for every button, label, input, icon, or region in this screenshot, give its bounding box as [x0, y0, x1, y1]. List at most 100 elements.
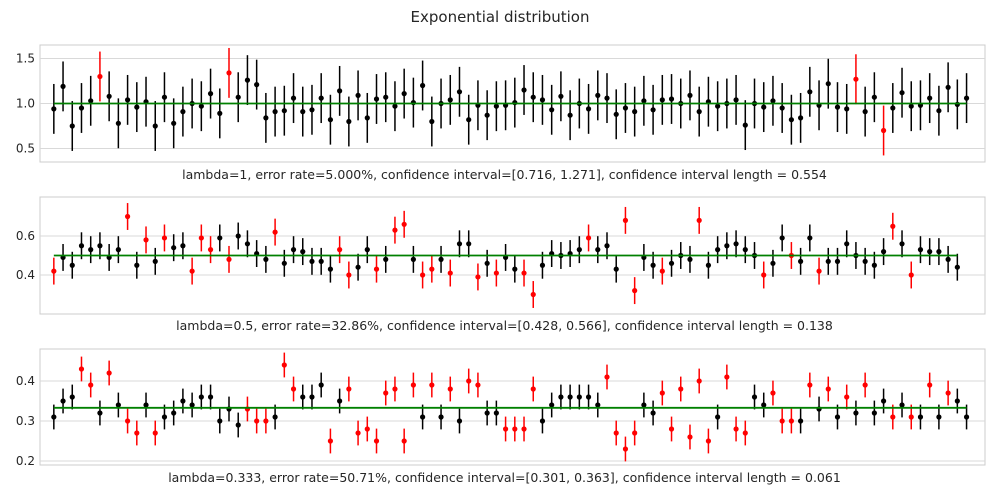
data-point: [742, 430, 748, 436]
data-point: [530, 386, 536, 392]
data-point: [539, 418, 546, 424]
data-point: [899, 402, 905, 408]
data-point: [834, 258, 841, 264]
data-point: [844, 241, 850, 247]
data-point: [595, 247, 601, 253]
data-point: [364, 426, 370, 432]
data-point: [798, 418, 804, 424]
data-point: [604, 243, 610, 249]
data-point: [807, 89, 813, 95]
data-point: [825, 386, 831, 392]
data-point: [825, 81, 831, 87]
data-point: [318, 258, 324, 264]
data-point: [549, 107, 555, 113]
data-point: [88, 247, 94, 253]
data-point: [880, 398, 887, 404]
data-point: [373, 96, 380, 102]
data-point: [622, 217, 629, 223]
y-tick-label: 0.5: [16, 142, 35, 156]
data-point: [456, 418, 463, 424]
data-point: [567, 394, 573, 400]
data-point: [659, 97, 665, 103]
data-point: [235, 422, 241, 428]
data-point: [198, 103, 204, 109]
data-point: [779, 105, 785, 111]
data-point: [429, 266, 435, 272]
data-point: [383, 256, 389, 262]
data-point: [936, 414, 942, 420]
data-point: [807, 235, 813, 241]
data-point: [908, 272, 914, 278]
data-point: [475, 274, 481, 280]
data-point: [115, 247, 121, 253]
data-point: [78, 105, 85, 111]
data-point: [300, 394, 306, 400]
data-point: [318, 95, 324, 101]
data-point: [180, 109, 186, 115]
data-point: [641, 98, 647, 104]
data-point: [770, 260, 776, 266]
y-tick-label: 1.0: [16, 97, 35, 111]
data-point: [180, 243, 186, 249]
data-point: [687, 434, 693, 440]
data-point: [290, 95, 297, 101]
data-point: [263, 256, 269, 262]
data-point: [761, 104, 767, 110]
data-point: [290, 247, 297, 253]
data-point: [217, 110, 223, 116]
data-point: [392, 227, 398, 233]
data-point: [549, 402, 555, 408]
data-point: [530, 94, 536, 100]
data-point: [152, 258, 158, 264]
data-point: [862, 109, 868, 115]
data-point: [945, 390, 951, 396]
data-point: [493, 103, 499, 109]
data-point: [779, 418, 785, 424]
data-point: [97, 410, 103, 416]
data-point: [226, 70, 232, 76]
data-point: [401, 221, 407, 227]
data-point: [834, 414, 841, 420]
data-point: [106, 370, 112, 376]
data-point: [217, 235, 223, 241]
data-point: [798, 258, 804, 264]
data-point: [300, 109, 306, 115]
data-point: [466, 117, 472, 123]
y-tick-label: 0.6: [16, 229, 35, 243]
data-point: [899, 241, 905, 247]
data-point: [198, 235, 204, 241]
data-point: [207, 91, 214, 97]
data-point: [595, 402, 601, 408]
data-point: [539, 262, 546, 268]
y-tick-label: 0.4: [16, 374, 35, 388]
data-point: [420, 272, 426, 278]
data-point: [963, 414, 970, 420]
data-point: [724, 243, 730, 249]
data-point: [60, 398, 66, 404]
data-point: [890, 105, 896, 111]
data-point: [715, 247, 721, 253]
subplot-caption: lambda=0.5, error rate=32.86%, confidenc…: [176, 318, 833, 333]
data-point: [770, 390, 776, 396]
data-point: [429, 118, 435, 125]
data-point: [715, 103, 721, 109]
data-point: [401, 91, 407, 97]
data-point: [696, 217, 702, 223]
data-point: [244, 241, 251, 247]
data-point: [871, 262, 877, 268]
data-point: [346, 272, 352, 278]
data-point: [742, 247, 748, 253]
data-point: [161, 235, 168, 241]
data-point: [189, 268, 195, 274]
data-point: [927, 95, 933, 101]
data-point: [604, 374, 610, 380]
data-point: [733, 426, 739, 432]
data-point: [493, 270, 499, 276]
data-point: [917, 247, 924, 253]
data-point: [429, 382, 435, 388]
data-point: [927, 249, 933, 255]
data-point: [207, 394, 214, 400]
data-point: [862, 382, 868, 388]
data-point: [798, 115, 804, 121]
